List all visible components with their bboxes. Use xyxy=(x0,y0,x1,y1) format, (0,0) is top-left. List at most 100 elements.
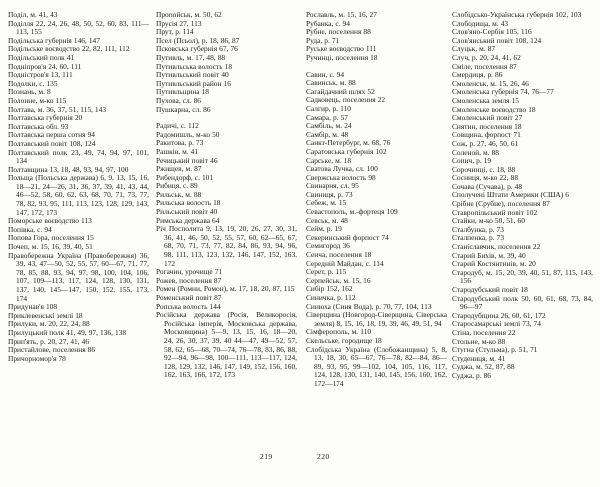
index-entry: Рожев, поселення 87 xyxy=(156,275,222,285)
index-entry: Суджа, м. 52, 87, 88 xyxy=(452,362,515,372)
index-entry: Садковець, поселення 22 xyxy=(306,95,386,105)
index-entry: Снятин, поселення 18 xyxy=(452,121,522,131)
index-entry: Сміле, поселення 87 xyxy=(452,61,517,71)
index-entry: Ржищев, м. 87 xyxy=(156,164,202,174)
index-entry: Прип'ять, р. 20, 27, 41, 46 xyxy=(8,336,90,346)
index-entry: Смердиця, р. 86 xyxy=(452,70,503,80)
index-entry: Севастополь, м.-фортеця 109 xyxy=(306,207,398,217)
index-entry: Прилуки, м. 20, 22, 24, 88 xyxy=(8,319,90,329)
index-entry: Слов'яно-Сербія 105, 116 xyxy=(452,27,532,37)
index-entry: Стародуб, м. 15, 20, 39, 40, 51, 87, 115… xyxy=(452,267,593,286)
index-entry: Познань, м. 8 xyxy=(8,87,51,97)
index-entry: Ручинці, поселення 18 xyxy=(306,52,378,62)
index-entry: Смоленський повіт 27 xyxy=(452,113,523,123)
index-entry: Стародубщина 26, 60, 61, 172 xyxy=(452,310,546,320)
page-number-right: 220 xyxy=(317,452,330,461)
index-entry: Старий Костянтинів, м. 20 xyxy=(452,259,536,269)
index-entry: Пристайлове, поселення 86 xyxy=(8,345,96,355)
index-entry: Скельське, городище 18 xyxy=(306,335,382,345)
index-entry: Стародубський полк 50, 60, 61, 68, 73, 8… xyxy=(452,293,593,312)
index-entry: Причорномор'я 78 xyxy=(8,353,66,363)
index-entry: Себеж, м. 15 xyxy=(306,198,347,208)
index-entry: Середній Майдан, с. 114 xyxy=(306,258,384,268)
index-entry: Слободища, м. 43 xyxy=(452,18,509,28)
index-entry: Слобідсько-Українська губернія 102, 103 xyxy=(452,10,582,19)
index-entry: Секеринський форпост 74 xyxy=(306,232,389,242)
index-entry: Руда, р. 71 xyxy=(306,35,340,45)
index-entry: Пропойськ, м. 50, 62 xyxy=(156,10,222,19)
index-entry: Слобідська Україна (Слобожанщина) 5, 8, … xyxy=(306,344,447,388)
index-entry: Правобережна Україна (Правобережжя) 36, … xyxy=(8,250,149,303)
index-entry: Російська держава (Росія, Великоросія, Р… xyxy=(156,310,297,380)
index-entry: Сполучені Штати Америки (США) 6 xyxy=(452,190,569,200)
index-column-3: Рославль, м. 15, 16, 27 Рубанка, с. 94 Руб… xyxy=(306,10,447,389)
index-entry: Смоленська губернія 74, 76—77 xyxy=(452,87,554,97)
index-entry: Ропська волость 144 xyxy=(156,301,221,311)
index-entry: Слуцьк, м. 87 xyxy=(452,44,496,54)
index-entry: Сватова Лучка, сл. 100 xyxy=(306,164,378,174)
index-entry: Студениця, м. 41 xyxy=(452,353,506,363)
index-entry: Прусія 27, 113 xyxy=(156,18,202,28)
index-entry: Полтава, м. 36, 37, 51, 115, 143 xyxy=(8,104,107,114)
index-entry: Річ Посполита 9, 13, 19, 20, 26, 27, 30,… xyxy=(156,224,297,268)
index-entry: Путивльська волость 18 xyxy=(156,61,233,71)
index-entry: Сож, р. 27, 46, 50, 61 xyxy=(452,138,519,148)
index-column-1: Поділ, м. 41, 43 Поділля 22, 24, 26, 48, … xyxy=(8,10,149,363)
index-entry: Рашків, м. 41 xyxy=(156,146,199,156)
index-entry: Семигород 36 xyxy=(306,241,350,251)
index-entry: Стіна, поселення 22 xyxy=(452,327,516,337)
index-entry: Подністров'я 13, 111 xyxy=(8,70,73,80)
index-entry: Рибиця, с. 89 xyxy=(156,181,198,191)
index-entry: Свержська волость 98 xyxy=(306,172,376,182)
index-entry: Савин, с. 94 xyxy=(306,69,345,79)
index-entry: Рубанка, с. 94 xyxy=(306,18,350,28)
index-entry: Смоленська земля 15 xyxy=(452,95,519,105)
index-entry: Прилуцький полк 41, 49, 97, 136, 138 xyxy=(8,327,127,337)
index-entry: Подніпров'я 24, 60, 111 xyxy=(8,61,82,71)
index-entry: Поморське воєводство 113 xyxy=(8,216,92,226)
index-entry: Подільська губернія 146, 147 xyxy=(8,35,100,45)
index-entry: Санкт-Петербург, м. 68, 76 xyxy=(306,138,391,148)
index-entry: Сенча, поселення 18 xyxy=(306,250,372,260)
index-entry: Рильський повіт 40 xyxy=(156,207,218,217)
index-entry: Полтавський полк 23, 49, 74, 94, 97, 101… xyxy=(8,147,149,166)
index-entry: Салгир, р. 110 xyxy=(306,103,351,113)
index-entry: Рогачин, урочище 71 xyxy=(156,267,223,277)
index-entry: Радомишль, м-ко 50 xyxy=(156,129,220,139)
index-entry: Синюха (Синя Вода), р. 70, 77, 104, 113 xyxy=(306,301,432,311)
index-entry: Речицький повіт 46 xyxy=(156,155,218,165)
page-number-left: 219 xyxy=(260,452,273,461)
index-entry: Сочава (Сучава), р. 48 xyxy=(452,181,523,191)
index-column-4: Слобідсько-Українська губернія 102, 103 С… xyxy=(452,10,593,381)
index-entry: Полтавський повіт 108, 124 xyxy=(8,138,96,148)
index-entry: Поділ, м. 41, 43 xyxy=(8,10,58,19)
index-entry: Полтавщина 13, 18, 48, 93, 94, 97, 100 xyxy=(8,164,129,174)
index-entry: Придунав'я 108 xyxy=(8,302,58,312)
index-entry: Саратовська губернія 102 xyxy=(306,146,387,156)
index-entry: Приклевенські землі 18 xyxy=(8,310,83,320)
index-entry: Смоленськ, м. 15, 26, 46 xyxy=(452,78,529,88)
index-entry: Смоленське воєводство 18 xyxy=(452,104,536,114)
index-entry: Станіславчик, поселення 22 xyxy=(452,242,541,252)
index-entry: Польща (Польська держава) 6, 9, 13, 15, … xyxy=(8,173,149,217)
index-entry: Рославль, м. 15, 16, 27 xyxy=(306,10,377,19)
index-entry: Псковська губернія 67, 76 xyxy=(156,44,238,54)
index-entry: Роменський повіт 87 xyxy=(156,293,222,302)
index-entry: Пушкарна, сл. 86 xyxy=(156,104,211,114)
index-entry: Попівка, с. 94 xyxy=(8,224,52,234)
index-entry: Попова Гора, поселення 15 xyxy=(8,233,94,243)
index-entry: Сіверщина (Новгород-Сіверщина, Сіверська… xyxy=(306,310,447,328)
index-entry: Сталбунка, р. 73 xyxy=(452,224,504,234)
index-entry: Свиниця, р. 73 xyxy=(306,189,353,199)
index-column-2: Пропойськ, м. 50, 62 Прусія 27, 113 Прут, … xyxy=(156,10,297,380)
index-entry: Рильськ, м. 88 xyxy=(156,189,202,199)
index-entry: Срібне (Срубне), поселення 87 xyxy=(452,199,550,209)
index-entry: Псел (Псьол), р. 18, 86, 87 xyxy=(156,35,240,45)
index-entry: Ставропільський повіт 102 xyxy=(452,207,538,217)
index-entry: Римська держава 64 xyxy=(156,215,220,225)
index-entry: Серет, р. 115 xyxy=(306,267,347,277)
index-entry: Севськ, м. 48 xyxy=(306,215,348,225)
index-entry: Полтавська перша сотня 94 xyxy=(8,130,95,140)
index-entry: Стародубський повіт 18 xyxy=(452,285,528,294)
index-entry: Сорочинці, с. 18, 88 xyxy=(452,164,516,174)
